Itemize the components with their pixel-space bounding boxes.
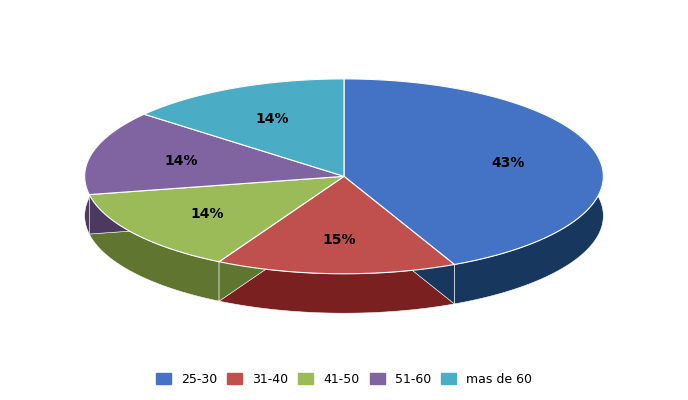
Polygon shape xyxy=(85,114,144,234)
Text: 14%: 14% xyxy=(191,206,224,220)
Polygon shape xyxy=(219,176,454,274)
Text: 43%: 43% xyxy=(492,156,525,170)
Polygon shape xyxy=(144,79,344,154)
Text: 14%: 14% xyxy=(255,112,289,126)
Polygon shape xyxy=(89,176,344,262)
Polygon shape xyxy=(219,176,344,301)
Polygon shape xyxy=(344,176,454,304)
Polygon shape xyxy=(85,114,344,194)
Text: 15%: 15% xyxy=(322,233,356,247)
Polygon shape xyxy=(89,176,344,234)
Polygon shape xyxy=(219,262,454,313)
Text: 14%: 14% xyxy=(164,154,197,168)
Legend: 25-30, 31-40, 41-50, 51-60, mas de 60: 25-30, 31-40, 41-50, 51-60, mas de 60 xyxy=(151,368,537,391)
Polygon shape xyxy=(144,79,344,176)
Polygon shape xyxy=(344,79,603,304)
Polygon shape xyxy=(89,194,219,301)
Polygon shape xyxy=(89,176,344,234)
Polygon shape xyxy=(219,176,344,301)
Polygon shape xyxy=(344,176,454,304)
Polygon shape xyxy=(144,114,344,216)
Polygon shape xyxy=(144,114,344,216)
Polygon shape xyxy=(344,79,603,264)
